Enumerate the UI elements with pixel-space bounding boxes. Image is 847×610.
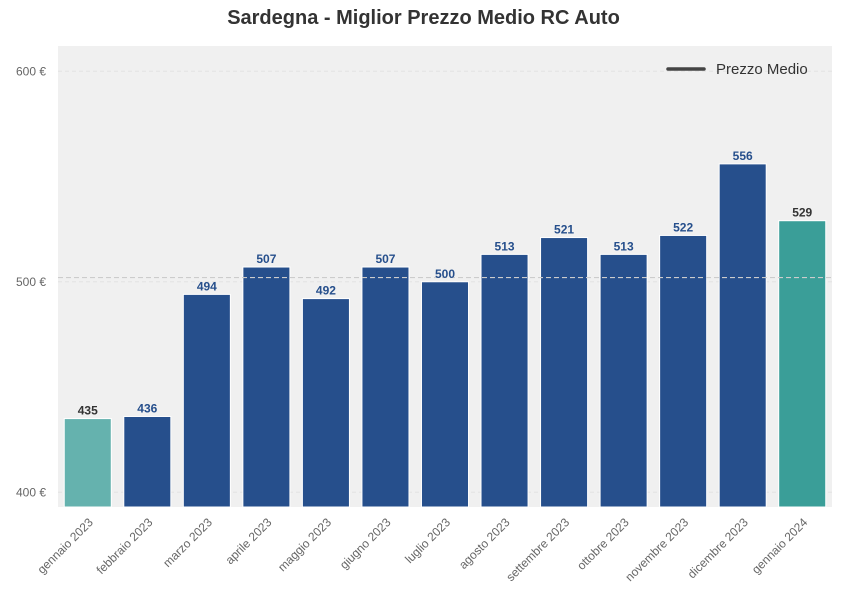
bar (718, 163, 767, 508)
y-tick-label: 600 € (16, 64, 46, 78)
x-tick-label: novembre 2023 (622, 515, 691, 584)
bar-value-label: 513 (495, 239, 515, 253)
legend-label: Prezzo Medio (716, 61, 808, 78)
bar-labels-group: 435 436 494 507 492 507 500 513 521 513 522 556 529 (78, 149, 813, 418)
bar (420, 281, 470, 508)
bar (599, 253, 648, 508)
x-tick-label: luglio 2023 (402, 515, 453, 566)
legend: Prezzo Medio (666, 61, 808, 78)
x-tick-label: settembre 2023 (503, 515, 572, 584)
bar-value-label: 436 (137, 401, 157, 415)
bar-value-label: 529 (792, 206, 812, 220)
bar-value-label: 507 (256, 252, 276, 266)
bar (63, 418, 112, 508)
bar (659, 234, 708, 508)
bar (480, 253, 529, 508)
bar-value-label: 513 (614, 239, 634, 253)
bar-value-label: 494 (197, 279, 217, 293)
bars-group (63, 163, 827, 508)
bar-value-label: 521 (554, 223, 574, 237)
bar-value-label: 556 (733, 149, 753, 163)
x-tick-label: agosto 2023 (456, 515, 513, 572)
bar (301, 298, 350, 508)
chart-title: Sardegna - Miglior Prezzo Medio RC Auto (227, 7, 620, 29)
bar-value-label: 507 (375, 252, 395, 266)
bar-value-label: 522 (673, 220, 693, 234)
bar (361, 266, 410, 508)
x-tick-label: marzo 2023 (160, 515, 215, 570)
bar (242, 266, 291, 508)
x-tick-label: gennaio 2024 (749, 515, 811, 577)
x-tick-label: aprile 2023 (223, 515, 275, 567)
x-tick-label: maggio 2023 (275, 515, 334, 574)
y-tick-label: 500 € (16, 275, 46, 289)
bar (182, 293, 231, 508)
bar-value-label: 500 (435, 267, 455, 281)
bar (778, 220, 827, 508)
x-tick-label: gennaio 2023 (35, 515, 97, 577)
bar (123, 415, 172, 508)
x-tick-label: febbraio 2023 (94, 515, 156, 577)
y-axis-ticks: 400 € 500 € 600 € (16, 64, 46, 499)
bar (540, 237, 589, 508)
bar-value-label: 492 (316, 284, 336, 298)
x-tick-label: giugno 2023 (337, 515, 394, 572)
y-tick-label: 400 € (16, 485, 46, 499)
x-tick-label: ottobre 2023 (574, 515, 632, 573)
x-tick-label: dicembre 2023 (685, 515, 751, 581)
bar-value-label: 435 (78, 404, 98, 418)
